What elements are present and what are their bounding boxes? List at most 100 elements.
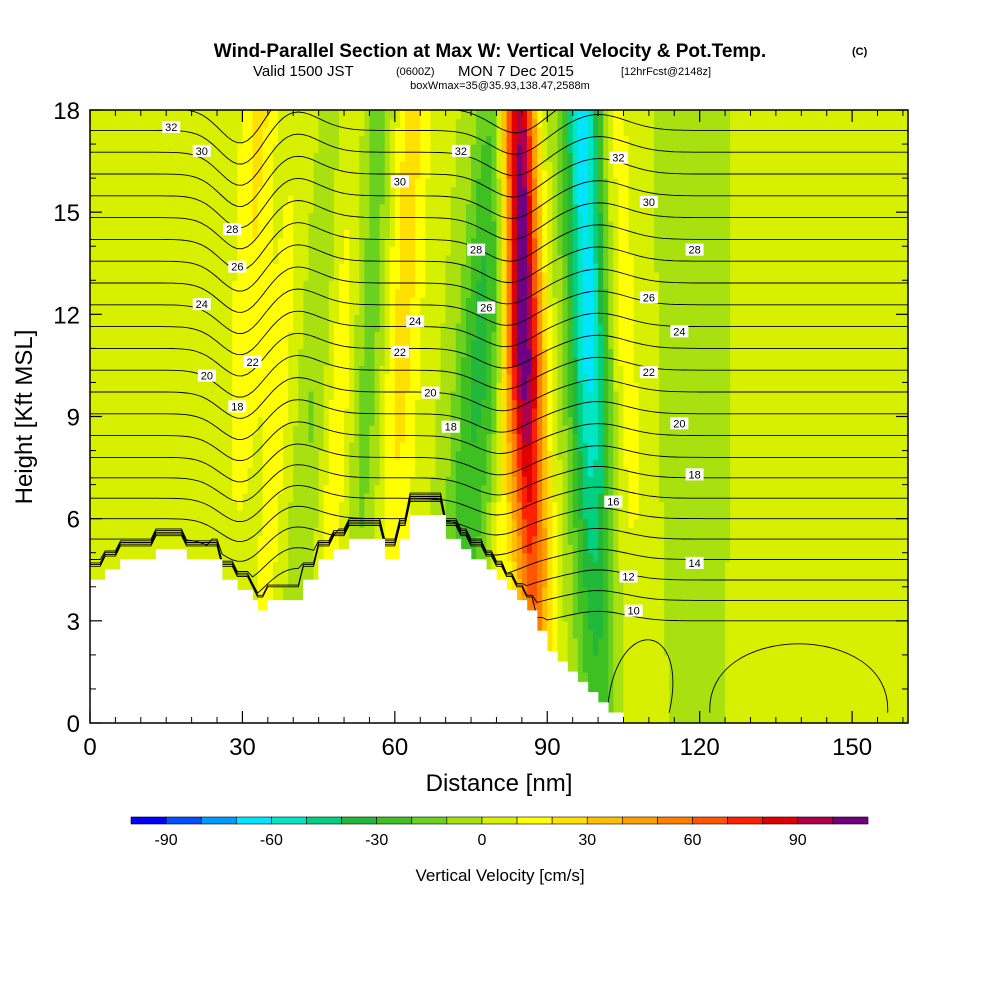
velocity-cell: [237, 220, 254, 230]
velocity-cell: [425, 288, 447, 298]
velocity-cell: [542, 220, 548, 230]
theta-label: 10: [624, 604, 643, 618]
velocity-cell: [542, 476, 548, 486]
velocity-cell: [394, 442, 401, 452]
velocity-cell: [664, 603, 726, 613]
velocity-cell: [481, 510, 487, 520]
velocity-cell: [572, 271, 579, 281]
velocity-cell: [277, 135, 320, 145]
velocity-cell: [618, 348, 635, 358]
velocity-cell: [237, 203, 254, 213]
velocity-cell: [587, 527, 599, 537]
velocity-cell: [359, 229, 371, 239]
velocity-cell: [511, 476, 518, 486]
velocity-cell: [455, 459, 487, 469]
velocity-cell: [577, 297, 584, 307]
theta-contour: [90, 133, 908, 186]
velocity-cell: [384, 237, 396, 247]
velocity-cell: [516, 263, 528, 273]
velocity-cell: [577, 271, 584, 281]
velocity-cell: [445, 297, 462, 307]
velocity-cell: [577, 144, 589, 154]
theta-label-box: [639, 291, 658, 304]
velocity-cell: [359, 152, 371, 162]
velocity-cell: [354, 322, 365, 332]
velocity-cell: [511, 212, 518, 222]
velocity-cell: [725, 697, 908, 707]
theta-label-text: 22: [643, 367, 655, 379]
velocity-cell: [552, 399, 559, 409]
velocity-cell: [633, 339, 660, 349]
velocity-cell: [516, 280, 528, 290]
velocity-cell: [613, 476, 619, 486]
velocity-cell: [313, 390, 325, 401]
velocity-cell: [598, 399, 604, 409]
velocity-cell: [552, 373, 559, 384]
velocity-cell: [730, 178, 908, 188]
velocity-cell: [552, 501, 559, 511]
velocity-cell: [623, 459, 640, 469]
velocity-cell: [659, 322, 731, 332]
velocity-cell: [547, 288, 553, 298]
velocity-cell: [603, 603, 609, 613]
velocity-cell: [237, 144, 254, 154]
velocity-cell: [277, 254, 294, 264]
velocity-cell: [430, 152, 457, 162]
velocity-cell: [471, 161, 482, 171]
velocity-cell: [572, 595, 579, 605]
velocity-cell: [587, 161, 594, 171]
velocity-cell: [455, 356, 462, 367]
velocity-cell: [349, 271, 360, 281]
velocity-cell: [272, 178, 315, 188]
velocity-cell: [328, 356, 335, 367]
velocity-cell: [511, 527, 518, 537]
velocity-cell: [582, 425, 599, 435]
velocity-cell: [725, 569, 908, 579]
velocity-cell: [537, 271, 543, 281]
velocity-cell: [653, 178, 731, 188]
velocity-cell: [349, 501, 360, 511]
velocity-cell: [435, 450, 452, 460]
velocity-cell: [613, 169, 630, 179]
velocity-cell: [511, 544, 518, 554]
velocity-cell: [328, 314, 340, 324]
velocity-cell: [618, 212, 630, 222]
velocity-cell: [577, 603, 589, 613]
velocity-cell: [455, 535, 477, 545]
velocity-cell: [577, 212, 584, 222]
velocity-cell: [471, 144, 482, 154]
velocity-cell: [532, 169, 538, 179]
velocity-cell: [552, 620, 559, 630]
velocity-cell: [730, 339, 908, 349]
velocity-cell: [501, 459, 508, 469]
velocity-cell: [318, 510, 325, 520]
velocity-cell: [577, 663, 584, 673]
velocity-cell: [562, 135, 569, 145]
velocity-cell: [613, 339, 619, 349]
velocity-cell: [587, 237, 594, 247]
velocity-cell: [613, 552, 619, 562]
velocity-cell: [455, 476, 487, 486]
velocity-cell: [496, 297, 503, 307]
velocity-cell: [613, 144, 630, 154]
velocity-cell: [532, 144, 538, 154]
velocity-cell: [379, 407, 386, 418]
velocity-cell: [547, 339, 553, 349]
velocity-cell: [506, 144, 513, 154]
velocity-cell: [613, 578, 625, 588]
velocity-cell: [603, 118, 609, 128]
velocity-cell: [547, 127, 559, 137]
velocity-cell: [613, 356, 619, 367]
velocity-cell: [359, 510, 365, 520]
velocity-cell: [394, 110, 401, 120]
velocity-cell: [328, 348, 335, 358]
velocity-cell: [730, 271, 908, 281]
velocity-cell: [587, 144, 594, 154]
theta-contour: [90, 200, 908, 250]
velocity-cell: [562, 305, 569, 315]
velocity-cell: [582, 263, 594, 273]
velocity-cell: [547, 356, 553, 367]
velocity-cell: [608, 620, 614, 630]
velocity-cell: [557, 603, 564, 613]
velocity-cell: [90, 178, 238, 188]
